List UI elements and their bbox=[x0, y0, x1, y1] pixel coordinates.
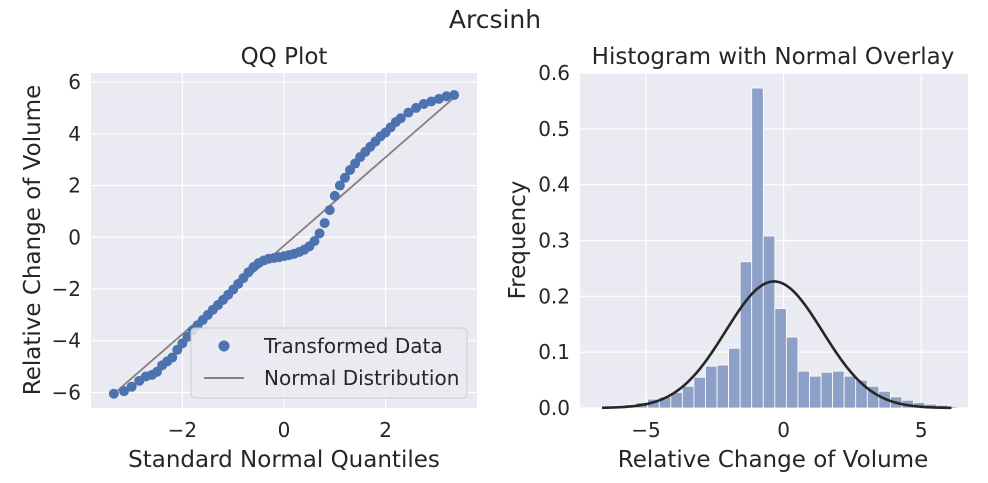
qq-x-tick-label: 0 bbox=[278, 418, 291, 442]
histogram-panel: −5 0 5 0.0 0.1 0.2 0.3 0.4 0.5 0.6 Histogram wit… bbox=[505, 44, 968, 473]
histogram-x-tick-label: 5 bbox=[915, 418, 928, 442]
qq-y-tick-label: 0 bbox=[68, 225, 81, 249]
qq-point bbox=[329, 190, 340, 201]
qq-plot-panel: −2 0 2 −6 −4 −2 0 2 4 6 QQ Plot Standard Normal … bbox=[20, 44, 477, 473]
histogram-bar bbox=[820, 371, 834, 409]
normal-curve-path bbox=[601, 280, 952, 410]
histogram-title: Histogram with Normal Overlay bbox=[592, 44, 955, 70]
histogram-bar bbox=[785, 336, 799, 409]
qq-point bbox=[433, 93, 444, 104]
histogram-y-tick-label: 0.0 bbox=[538, 396, 570, 420]
histogram-bar bbox=[739, 261, 753, 409]
normal-distribution-line bbox=[113, 96, 455, 395]
qq-point bbox=[314, 228, 325, 239]
qq-point bbox=[119, 386, 130, 397]
figure-suptitle: Arcsinh bbox=[449, 5, 541, 34]
histogram-x-tick-labels: −5 0 5 bbox=[631, 418, 927, 442]
histogram-x-tick-label: 0 bbox=[777, 418, 790, 442]
qq-y-tick-label: −4 bbox=[52, 329, 81, 353]
qq-y-axis-label: Relative Change of Volume bbox=[20, 85, 46, 395]
histogram-bar bbox=[751, 87, 764, 409]
histogram-bar bbox=[809, 375, 822, 409]
qq-legend: Transformed Data Normal Distribution bbox=[190, 327, 468, 399]
qq-point bbox=[324, 205, 335, 216]
histogram-x-axis-label: Relative Change of Volume bbox=[618, 447, 928, 473]
qq-point bbox=[167, 352, 178, 363]
histogram-y-tick-label: 0.6 bbox=[538, 61, 570, 85]
histogram-bar bbox=[832, 370, 845, 409]
qq-point bbox=[319, 218, 330, 229]
qq-reference-line bbox=[113, 96, 455, 395]
histogram-bar bbox=[681, 385, 695, 409]
normal-overlay-curve bbox=[601, 280, 952, 410]
histogram-y-tick-label: 0.3 bbox=[538, 229, 570, 253]
qq-y-tick-labels: −6 −4 −2 0 2 4 6 bbox=[52, 70, 81, 404]
histogram-y-tick-label: 0.1 bbox=[538, 340, 570, 364]
qq-plot-title: QQ Plot bbox=[241, 44, 328, 70]
qq-legend-box bbox=[190, 327, 468, 399]
histogram-bar bbox=[774, 308, 787, 409]
qq-point bbox=[418, 99, 429, 110]
histogram-y-tick-label: 0.5 bbox=[538, 117, 570, 141]
histogram-bar bbox=[843, 375, 857, 409]
qq-x-axis-label: Standard Normal Quantiles bbox=[128, 447, 440, 473]
histogram-y-axis-label: Frequency bbox=[505, 181, 531, 300]
qq-point bbox=[426, 96, 437, 107]
qq-y-tick-label: 2 bbox=[68, 174, 81, 198]
qq-x-tick-label: 2 bbox=[379, 418, 392, 442]
qq-y-tick-label: 6 bbox=[68, 70, 81, 94]
qq-point bbox=[108, 388, 119, 399]
qq-point bbox=[126, 381, 137, 392]
legend-label-transformed-data: Transformed Data bbox=[263, 334, 443, 358]
qq-point bbox=[441, 91, 452, 102]
qq-point bbox=[411, 102, 422, 113]
histogram-bar bbox=[716, 364, 729, 409]
qq-point bbox=[309, 236, 320, 247]
qq-point bbox=[449, 89, 460, 100]
qq-y-tick-label: −6 bbox=[52, 380, 81, 404]
histogram-bar bbox=[762, 235, 776, 409]
qq-y-tick-label: 4 bbox=[68, 122, 81, 146]
histogram-bar bbox=[705, 365, 718, 409]
histogram-bar bbox=[728, 347, 741, 409]
qq-y-tick-label: −2 bbox=[52, 277, 81, 301]
qq-point bbox=[395, 113, 406, 124]
legend-label-normal-distribution: Normal Distribution bbox=[264, 366, 459, 390]
histogram-bar bbox=[797, 370, 810, 409]
qq-x-tick-label: −2 bbox=[168, 418, 197, 442]
qq-point bbox=[403, 107, 414, 118]
histogram-y-tick-label: 0.2 bbox=[538, 284, 570, 308]
histogram-x-tick-label: −5 bbox=[631, 418, 660, 442]
histogram-bar bbox=[693, 376, 706, 409]
qq-point bbox=[334, 180, 345, 191]
qq-point bbox=[339, 172, 350, 183]
legend-point-marker bbox=[218, 340, 230, 352]
histogram-y-tick-label: 0.4 bbox=[538, 173, 570, 197]
histogram-y-tick-labels: 0.0 0.1 0.2 0.3 0.4 0.5 0.6 bbox=[538, 61, 570, 420]
qq-x-tick-labels: −2 0 2 bbox=[168, 418, 392, 442]
histogram-gridlines bbox=[580, 72, 968, 409]
